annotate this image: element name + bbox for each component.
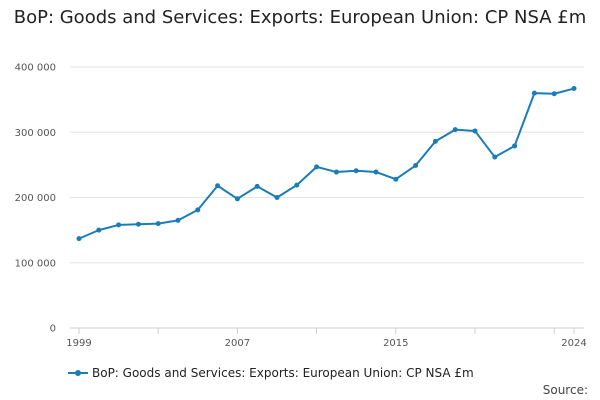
chart-title: BoP: Goods and Services: Exports: Europe…: [13, 7, 587, 28]
data-point[interactable]: [96, 227, 102, 233]
data-point[interactable]: [531, 90, 537, 96]
series-line-0: [78, 87, 575, 240]
gridlines: [70, 66, 584, 264]
x-tick-label: 2015: [383, 338, 408, 349]
data-point[interactable]: [373, 169, 379, 175]
x-axis: 1999 2007 2015 2024: [66, 327, 587, 349]
y-tick-label: 100 000: [15, 258, 56, 269]
y-axis: 0 100 000 200 000 300 000 400 000: [15, 63, 56, 335]
data-point[interactable]: [195, 207, 201, 213]
data-point[interactable]: [294, 182, 300, 188]
data-point[interactable]: [175, 217, 181, 223]
data-point[interactable]: [452, 127, 458, 133]
legend-series-label: BoP: Goods and Services: Exports: Europe…: [92, 366, 474, 380]
data-point[interactable]: [76, 236, 82, 242]
data-point[interactable]: [254, 183, 260, 189]
y-tick-label: 400 000: [15, 63, 56, 74]
data-point[interactable]: [274, 195, 280, 200]
x-tick-label: 2007: [225, 338, 250, 349]
legend[interactable]: BoP: Goods and Services: Exports: Europe…: [68, 366, 474, 380]
y-tick-label: 300 000: [15, 128, 56, 139]
data-point[interactable]: [314, 164, 320, 170]
x-tick-label: 2024: [561, 338, 586, 349]
data-point[interactable]: [393, 176, 399, 182]
x-tick-label: 1999: [66, 338, 91, 349]
data-point[interactable]: [432, 138, 438, 144]
y-tick-label: 0: [50, 324, 56, 335]
data-point[interactable]: [215, 183, 221, 189]
data-point[interactable]: [512, 143, 518, 149]
data-point[interactable]: [155, 221, 161, 227]
legend-series-marker: [68, 367, 88, 379]
data-point[interactable]: [116, 222, 122, 228]
data-point[interactable]: [551, 91, 557, 97]
data-point[interactable]: [333, 169, 339, 175]
data-point[interactable]: [353, 168, 359, 174]
data-point[interactable]: [413, 163, 419, 169]
data-point[interactable]: [135, 221, 141, 227]
data-point[interactable]: [571, 86, 577, 92]
data-point[interactable]: [472, 128, 478, 134]
source-label: Source:: [542, 383, 588, 397]
data-point[interactable]: [234, 196, 240, 202]
y-tick-label: 200 000: [15, 193, 56, 204]
data-point[interactable]: [492, 154, 498, 160]
series-group: [76, 86, 577, 242]
